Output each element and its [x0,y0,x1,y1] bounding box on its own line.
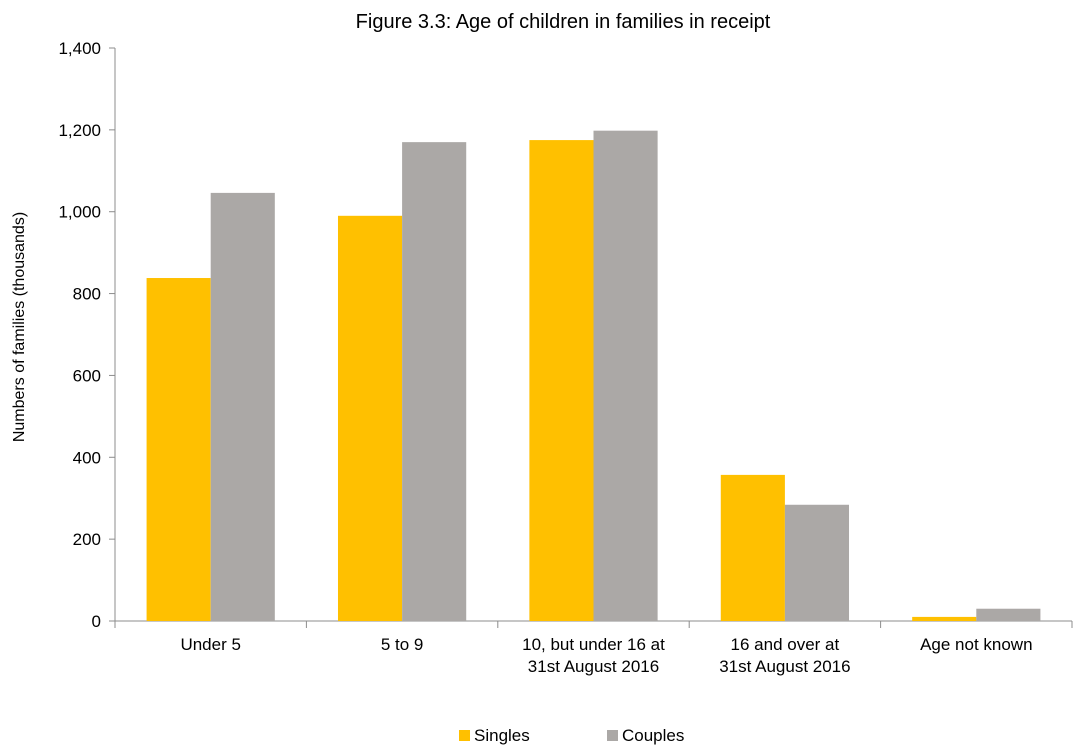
bar-couples-1 [402,142,467,621]
bar-singles-1 [337,215,403,622]
bar-couples-2 [593,130,658,621]
bars [146,130,1041,622]
y-tick-label: 1,200 [58,121,101,140]
legend-label-couples: Couples [622,726,684,745]
x-tick-label-line: 31st August 2016 [719,657,850,676]
bar-couples-3 [784,504,850,621]
legend-swatch-couples [607,730,618,741]
y-axis: 0 200 400 600 800 1,000 1,200 1,400 [58,39,116,631]
bar-couples-4 [976,608,1041,621]
bar-singles-0 [146,278,211,621]
x-tick-label: 16 and over at 31st August 2016 [719,635,850,676]
y-tick-label: 1,000 [58,203,101,222]
legend: Singles Couples [459,726,684,745]
legend-swatch-singles [459,730,470,741]
legend-label-singles: Singles [474,726,530,745]
y-tick-label: 400 [73,448,101,467]
y-tick-label: 200 [73,530,101,549]
chart-title: Figure 3.3: Age of children in families … [356,11,771,33]
x-tick-label-line: 16 and over at [731,635,840,654]
x-tick-label-line: Age not known [920,635,1032,654]
y-axis-label: Numbers of families (thousands) [11,212,28,442]
y-tick-label: 1,400 [58,39,101,58]
x-tick-label-line: Under 5 [180,635,240,654]
x-tick-label: Under 5 [180,635,240,654]
bar-couples-0 [210,192,275,621]
y-tick-label: 600 [73,366,101,385]
y-tick-label: 800 [73,285,101,304]
x-tick-label: 5 to 9 [381,635,424,654]
bar-singles-4 [912,616,977,621]
x-tick-label-line: 10, but under 16 at [522,635,665,654]
bar-singles-3 [720,474,785,621]
x-tick-label-line: 5 to 9 [381,635,424,654]
x-axis: Under 5 5 to 9 10, but under 16 at 31st Aug… [114,620,1073,676]
x-tick-label: 10, but under 16 at 31st August 2016 [522,635,665,676]
x-tick-label-line: 31st August 2016 [528,657,659,676]
y-tick-label: 0 [92,612,101,631]
bar-singles-2 [529,140,594,621]
x-tick-label: Age not known [920,635,1032,654]
